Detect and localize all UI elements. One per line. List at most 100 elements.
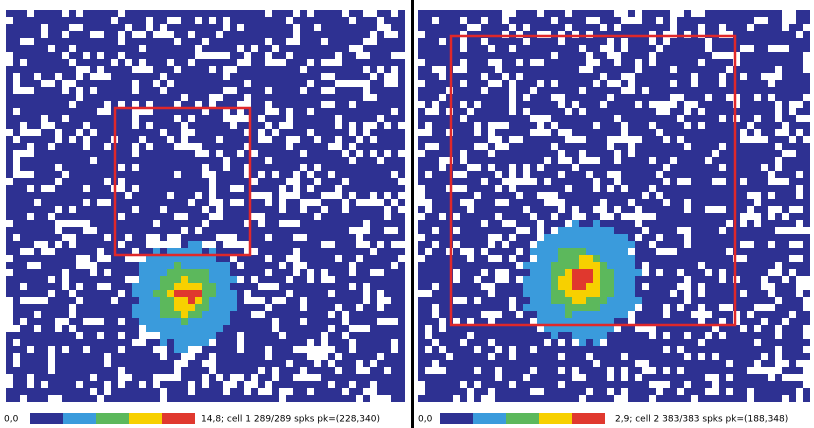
- map-cell: [600, 346, 607, 353]
- map-cell: [251, 304, 258, 311]
- map-cell: [488, 108, 495, 115]
- map-cell: [321, 80, 328, 87]
- map-cell: [356, 262, 363, 269]
- map-cell: [481, 24, 488, 31]
- map-cell: [649, 318, 656, 325]
- map-cell: [663, 171, 670, 178]
- map-cell: [314, 10, 321, 17]
- map-cell: [279, 24, 286, 31]
- map-cell: [328, 45, 335, 52]
- map-cell: [432, 290, 439, 297]
- map-cell: [425, 38, 432, 45]
- map-cell: [418, 178, 425, 185]
- map-cell: [69, 192, 76, 199]
- map-cell: [279, 115, 286, 122]
- map-cell: [69, 122, 76, 129]
- map-cell: [600, 318, 607, 325]
- map-cell: [384, 248, 391, 255]
- map-cell: [41, 360, 48, 367]
- map-cell: [342, 38, 349, 45]
- map-cell: [391, 17, 398, 24]
- map-cell: [48, 318, 55, 325]
- map-cell: [230, 360, 237, 367]
- map-cell: [188, 73, 195, 80]
- map-cell: [684, 395, 691, 402]
- map-cell: [775, 59, 782, 66]
- map-cell: [342, 283, 349, 290]
- map-cell: [460, 269, 467, 276]
- map-cell: [6, 87, 13, 94]
- map-cell: [516, 339, 523, 346]
- map-cell: [300, 101, 307, 108]
- map-cell: [698, 73, 705, 80]
- map-cell: [370, 227, 377, 234]
- map-cell: [537, 353, 544, 360]
- map-cell: [251, 255, 258, 262]
- map-cell: [719, 108, 726, 115]
- map-cell: [502, 374, 509, 381]
- map-cell: [41, 192, 48, 199]
- map-cell: [726, 297, 733, 304]
- map-cell: [649, 17, 656, 24]
- map-cell: [621, 164, 628, 171]
- map-cell: [27, 199, 34, 206]
- map-cell: [586, 360, 593, 367]
- map-cell: [356, 381, 363, 388]
- map-cell: [467, 94, 474, 101]
- map-cell: [670, 108, 677, 115]
- map-cell: [62, 297, 69, 304]
- map-cell: [342, 59, 349, 66]
- map-cell: [34, 24, 41, 31]
- map-cell: [300, 10, 307, 17]
- map-cell: [782, 304, 789, 311]
- map-cell: [286, 87, 293, 94]
- map-cell: [607, 150, 614, 157]
- map-cell: [377, 38, 384, 45]
- map-cell: [607, 395, 614, 402]
- map-cell: [593, 52, 600, 59]
- map-cell: [279, 101, 286, 108]
- map-cell: [705, 381, 712, 388]
- map-cell: [446, 381, 453, 388]
- map-cell: [160, 66, 167, 73]
- map-cell: [132, 269, 139, 276]
- map-cell: [719, 339, 726, 346]
- map-cell: [418, 227, 425, 234]
- map-cell: [649, 129, 656, 136]
- map-cell: [370, 80, 377, 87]
- map-cell: [642, 80, 649, 87]
- map-cell: [391, 353, 398, 360]
- map-cell: [530, 94, 537, 101]
- map-cell: [467, 185, 474, 192]
- map-cell: [460, 213, 467, 220]
- map-cell: [719, 87, 726, 94]
- map-cell: [342, 66, 349, 73]
- map-cell: [384, 241, 391, 248]
- map-cell: [41, 38, 48, 45]
- map-cell: [460, 346, 467, 353]
- map-cell: [265, 318, 272, 325]
- map-cell: [425, 192, 432, 199]
- map-cell: [488, 248, 495, 255]
- map-cell: [803, 290, 810, 297]
- map-cell: [223, 325, 230, 332]
- map-cell: [125, 10, 132, 17]
- map-cell: [314, 171, 321, 178]
- map-cell: [698, 220, 705, 227]
- map-cell: [27, 339, 34, 346]
- map-cell: [502, 213, 509, 220]
- map-cell: [733, 227, 740, 234]
- map-cell: [740, 353, 747, 360]
- map-cell: [286, 59, 293, 66]
- map-cell: [279, 311, 286, 318]
- map-cell: [398, 346, 405, 353]
- map-cell: [523, 199, 530, 206]
- map-cell: [349, 304, 356, 311]
- map-cell: [754, 73, 761, 80]
- map-cell: [509, 227, 516, 234]
- map-cell: [621, 255, 628, 262]
- map-cell: [544, 234, 551, 241]
- map-cell: [146, 360, 153, 367]
- map-cell: [48, 199, 55, 206]
- map-cell: [684, 192, 691, 199]
